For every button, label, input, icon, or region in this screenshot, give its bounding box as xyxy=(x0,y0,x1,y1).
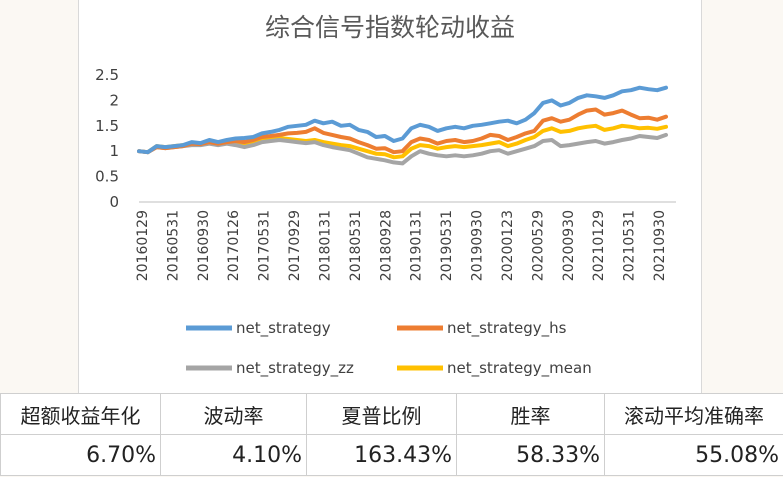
header-sharpe: 夏普比例 xyxy=(306,393,457,435)
x-tick-label: 20200930 xyxy=(561,210,577,281)
x-tick-label: 20180531 xyxy=(348,210,364,281)
line-chart: 综合信号指数轮动收益 0 0.5 1 1.5 2 2.5 20160129 20160531… xyxy=(95,13,676,378)
legend-label: net_strategy_hs xyxy=(447,319,567,338)
y-tick-label: 0.5 xyxy=(95,168,119,186)
series-line-net-strategy xyxy=(137,85,668,155)
value-excess-return: 6.70% xyxy=(0,434,161,476)
y-tick-label: 1 xyxy=(109,142,119,160)
value-volatility: 4.10% xyxy=(160,434,307,476)
stats-table: 超额收益年化 波动率 夏普比例 胜率 滚动平均准确率 6.70% 4.10% 1… xyxy=(0,393,783,476)
chart-title: 综合信号指数轮动收益 xyxy=(265,13,515,42)
x-tick-label: 20210930 xyxy=(652,210,668,281)
y-tick-label: 2.5 xyxy=(95,66,119,84)
x-tick-label: 20210129 xyxy=(591,210,607,281)
legend-label: net_strategy_zz xyxy=(236,359,354,378)
x-tick-label: 20160930 xyxy=(196,210,212,281)
x-tick-label: 20170126 xyxy=(226,210,242,281)
x-tick-label: 20200529 xyxy=(530,210,546,281)
y-tick-label: 2 xyxy=(109,91,119,109)
y-tick-label: 1.5 xyxy=(95,117,119,135)
header-rolling-accuracy: 滚动平均准确率 xyxy=(604,393,783,435)
x-tick-label: 20170531 xyxy=(257,210,273,281)
legend-label: net_strategy xyxy=(236,319,331,338)
y-tick-label: 0 xyxy=(109,193,119,211)
x-tick-label: 20180928 xyxy=(378,210,394,281)
value-sharpe: 163.43% xyxy=(306,434,457,476)
stats-header-row: 超额收益年化 波动率 夏普比例 胜率 滚动平均准确率 xyxy=(0,393,783,435)
chart-panel: 综合信号指数轮动收益 0 0.5 1 1.5 2 2.5 20160129 20160531… xyxy=(78,0,702,393)
value-win-rate: 58.33% xyxy=(456,434,605,476)
x-tick-label: 20180131 xyxy=(317,210,333,281)
header-excess-return: 超额收益年化 xyxy=(0,393,161,435)
x-tick-label: 20160129 xyxy=(135,210,151,281)
header-volatility: 波动率 xyxy=(160,393,307,435)
header-win-rate: 胜率 xyxy=(456,393,605,435)
x-tick-label: 20210531 xyxy=(622,210,638,281)
value-rolling-accuracy: 55.08% xyxy=(604,434,783,476)
x-tick-label: 20190930 xyxy=(470,210,486,281)
legend-label: net_strategy_mean xyxy=(447,359,592,378)
x-tick-label: 20200123 xyxy=(500,210,516,281)
stats-value-row: 6.70% 4.10% 163.43% 58.33% 55.08% xyxy=(0,434,783,476)
x-tick-label: 20190531 xyxy=(439,210,455,281)
x-tick-label: 20160531 xyxy=(165,210,181,281)
series-line-net-strategy-hs xyxy=(137,107,668,155)
x-tick-label: 20170929 xyxy=(287,210,303,281)
x-tick-label: 20190131 xyxy=(409,210,425,281)
